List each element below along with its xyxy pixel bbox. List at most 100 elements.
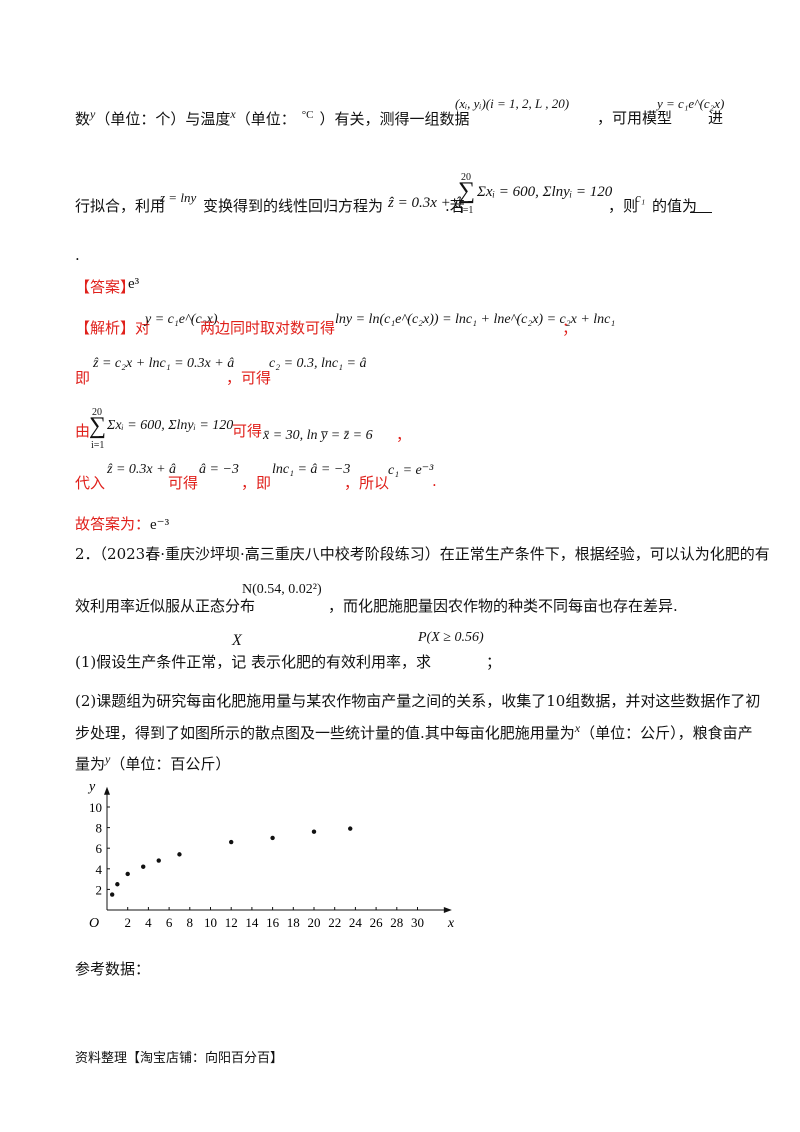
sum-upper-limit: 20 [92,407,102,418]
x-tick-label: 4 [145,915,152,930]
answer-label: 【答案】 [75,278,136,296]
analysis-model: y = c₁e^(c₂x) [145,312,218,327]
regression-formula: ẑ = 0.3x + â [388,195,462,211]
q2-part2-line2: 步处理，得到了如图所示的散点图及一些统计量的值.其中每亩化肥施用量为x（单位：公… [75,721,753,743]
y-axis-arrow [104,786,110,795]
answer-value: e³ [128,276,140,292]
z-hat-equation: ẑ = c₂x + lnc₁ = 0.3x + â [93,356,235,371]
final-answer-value: e⁻³ [150,517,170,533]
q2-text: 步处理，得到了如图所示的散点图及一些统计量的值.其中每亩化肥施用量为 [75,724,575,742]
data-set-formula: (xᵢ, yᵢ)(i = 1, 2, L , 20) [455,96,570,111]
q1-text: 行拟合，利用 [75,197,166,215]
x-tick-label: 14 [245,915,259,930]
x-tick-label: 24 [349,915,363,930]
c2-equation: c₂ = 0.3, lnc₁ = â [269,356,367,371]
reference-data-label: 参考数据： [75,960,151,978]
origin-label: O [89,916,99,931]
answer-blank [690,212,712,213]
data-point [141,864,146,869]
var-x: x [230,107,236,121]
analysis-text: ， [396,426,412,444]
degree-unit: °C [301,109,314,121]
analysis-text: 代入 [75,474,106,492]
analysis-text: 由 [75,422,91,440]
log-equation: lny = ln(c₁e^(c₂x)) = lnc₁ + lne^(c₂x) =… [335,312,616,327]
data-point [229,839,234,845]
sigma-symbol: ∑ [458,178,476,204]
data-point [348,826,353,831]
q1-text: （单位： [235,110,296,128]
q1-line1: 数y（单位：个）与温度x（单位： °C ）有关，测得一组数据 [75,107,469,129]
q2-part1: (1)假设生产条件正常，记 [75,651,246,672]
y-tick-label: 10 [89,800,102,815]
model-formula: y = c₁e^(c₂x) [657,96,725,111]
q2-part2-line3: 量为y（单位：百公斤） [75,752,230,774]
q1-text: .若 [445,197,465,215]
normal-distribution: N(0.54, 0.02²) [242,582,322,597]
data-point [156,858,161,863]
q1-text: 进 [708,109,724,127]
x-tick-label: 2 [124,915,131,930]
q2-text: 量为 [75,755,106,773]
analysis-text: . [432,472,437,490]
analysis-text: 可得 [168,474,199,492]
analysis-text: ，所以 [344,474,390,492]
x-tick-label: 8 [187,915,194,930]
x-tick-label: 18 [287,915,300,930]
q1-text: ，则 [608,197,639,215]
ln-c1-value: lnc₁ = â = −3 [272,462,351,477]
q1-text: 数 [75,110,91,128]
sum-lower-limit: i=1 [460,205,474,216]
y-tick-label: 8 [96,821,103,836]
q2-text: ； [486,653,502,671]
data-point [270,835,275,841]
data-point [109,892,115,897]
q2-text: (1)假设生产条件正常，记 [75,653,247,671]
x-tick-label: 30 [411,915,424,930]
y-tick-label: 6 [96,841,103,856]
q1-text: 变换得到的线性回归方程为 [203,197,384,215]
q2-text: （单位：百公斤） [110,755,231,773]
y-axis-label: y [87,780,96,795]
c1-symbol: c₁ [635,190,646,205]
q1-text: （单位：个）与温度 [95,110,231,128]
var-X: X [232,632,242,649]
q1-dot: . [75,246,80,264]
sum-upper-limit: 20 [461,172,471,183]
transform-formula: z = lny [160,190,197,205]
x-tick-label: 10 [204,915,217,930]
x-tick-label: 6 [166,915,173,930]
analysis-text: 两边同时取对数可得 [200,319,336,337]
footer: 资料整理【淘宝店铺：向阳百分百】 [75,1051,284,1066]
x-tick-label: 20 [308,915,321,930]
x-tick-label: 26 [370,915,384,930]
var-y: y [90,107,96,121]
final-answer-label: 故答案为： [75,515,151,533]
analysis-text: 即 [75,369,91,387]
regression-formula-2: ẑ = 0.3x + â [107,462,177,477]
x-axis-arrow [443,907,452,913]
q2-part2-line1: (2)课题组为研究每亩化肥施用量与某农作物亩产量之间的关系，收集了10组数据，并… [75,692,761,710]
q1-text: 的值为 [652,197,698,215]
a-hat-value: â = −3 [199,462,239,477]
q2-header: 2．（2023春·重庆沙坪坝·高三重庆八中校考阶段练习）在正常生产条件下，根据经… [75,545,770,563]
q1-line2: 行拟合，利用 [75,195,165,216]
var-y: y [105,752,111,766]
analysis-text: ； [562,319,578,337]
x-tick-label: 16 [266,915,280,930]
analysis-text: ，可得 [226,369,272,387]
analysis-text: ，即 [241,474,272,492]
y-tick-label: 4 [96,862,103,877]
q2-text: ，而化肥施肥量因农作物的种类不同每亩也存在差异. [328,597,678,615]
mean-equation: x̄ = 30, ln y̅ = z̄ = 6 [263,428,373,443]
analysis-label-text: 【解析】 [75,319,136,337]
sums-formula-2: Σxᵢ = 600, Σlnyᵢ = 120 [107,418,234,433]
analysis-text: 可得 [232,422,263,440]
sums-formula: Σxᵢ = 600, Σlnyᵢ = 120 [477,184,613,200]
x-axis-label: x [447,916,455,931]
var-x: x [574,721,581,735]
x-tick-label: 12 [225,915,238,930]
c1-value: c₁ = e⁻³ [388,463,434,478]
q2-text: 表示化肥的有效利用率，求 [251,653,432,671]
